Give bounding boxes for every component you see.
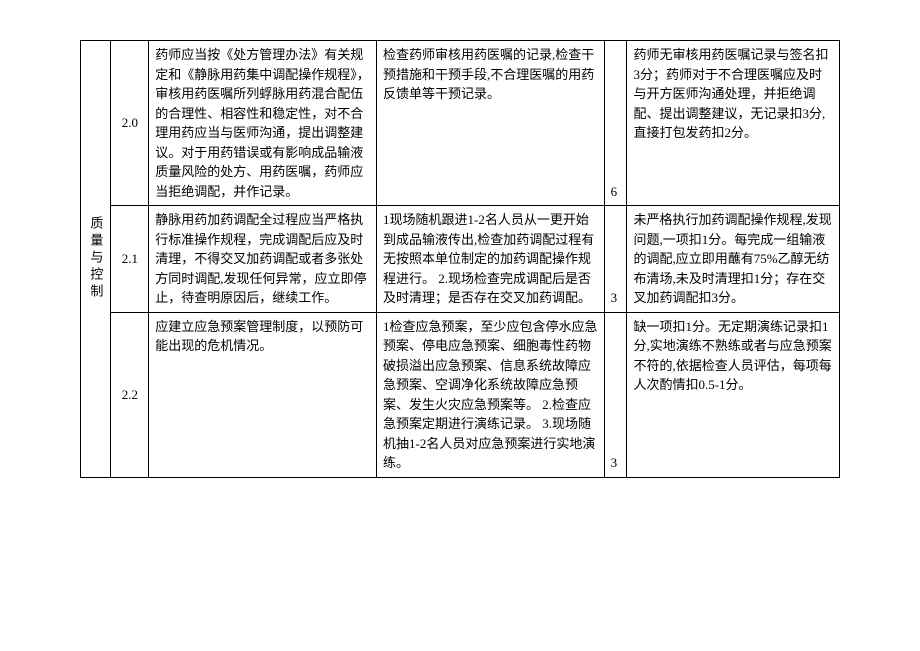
table-row: 2.1 静脉用药加药调配全过程应当严格执行标准操作规程，完成调配后应及时清理，不…: [81, 206, 840, 313]
requirement-cell: 应建立应急预案管理制度，以预防可能出现的危机情况。: [149, 312, 377, 477]
category-cell: 质量与控制: [81, 41, 111, 478]
row-number: 2.1: [111, 206, 149, 313]
row-number: 2.0: [111, 41, 149, 206]
score-cell: 3: [604, 206, 627, 313]
table-row: 质量与控制 2.0 药师应当按《处方管理办法》有关规定和《静脉用药集中调配操作规…: [81, 41, 840, 206]
score-cell: 6: [604, 41, 627, 206]
requirement-cell: 静脉用药加药调配全过程应当严格执行标准操作规程，完成调配后应及时清理，不得交叉加…: [149, 206, 377, 313]
check-cell: 检查药师审核用药医嘱的记录,检查干预措施和干预手段,不合理医嘱的用药反馈单等干预…: [376, 41, 604, 206]
deduction-cell: 缺一项扣1分。无定期演练记录扣1分,实地演练不熟练或者与应急预案不符的,依据检查…: [627, 312, 840, 477]
row-number: 2.2: [111, 312, 149, 477]
deduction-cell: 药师无审核用药医嘱记录与签名扣3分；药师对于不合理医嘱应及时与开方医师沟通处理，…: [627, 41, 840, 206]
table-row: 2.2 应建立应急预案管理制度，以预防可能出现的危机情况。 1检查应急预案，至少…: [81, 312, 840, 477]
evaluation-table: 质量与控制 2.0 药师应当按《处方管理办法》有关规定和《静脉用药集中调配操作规…: [80, 40, 840, 478]
score-cell: 3: [604, 312, 627, 477]
deduction-cell: 未严格执行加药调配操作规程,发现问题,一项扣1分。每完成一组输液的调配,应立即用…: [627, 206, 840, 313]
requirement-cell: 药师应当按《处方管理办法》有关规定和《静脉用药集中调配操作规程》，审核用药医嘱所…: [149, 41, 377, 206]
check-cell: 1检查应急预案，至少应包含停水应急预案、停电应急预案、细胞毒性药物破损溢出应急预…: [376, 312, 604, 477]
check-cell: 1现场随机跟进1-2名人员从一更开始到成品输液传出,检查加药调配过程有无按照本单…: [376, 206, 604, 313]
